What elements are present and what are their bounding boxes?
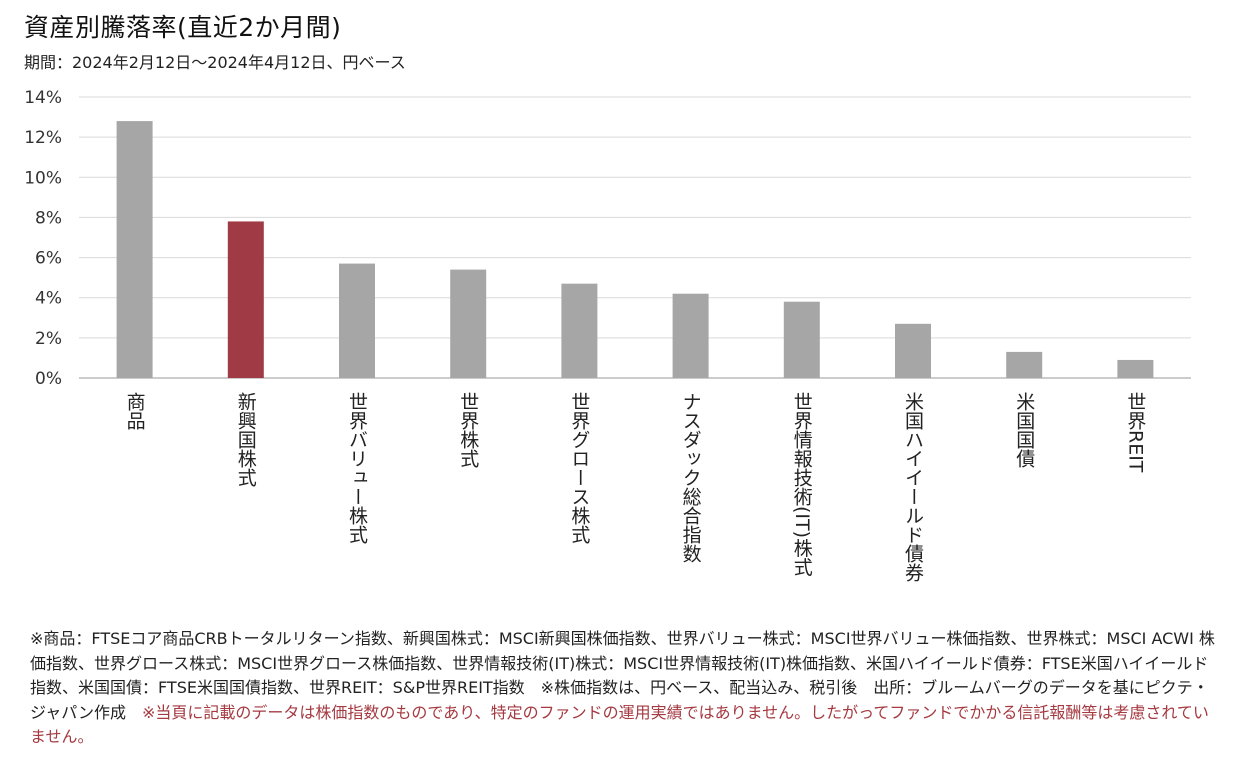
category-label: 米国ハイイールド債券 [902,392,924,582]
y-tick-label: 6% [35,249,62,269]
bar-chart: 0% 2% 4% 6% 8% 10% 12% 14% 商品 新興国株式 世界バリュー株式 世界株式 世界… [24,88,1191,582]
y-tick-label: 10% [24,168,62,188]
chart-subtitle: 期間：2024年2月12日～2024年4月12日、円ベース [24,53,406,72]
y-tick-label: 0% [35,369,62,389]
category-label: 新興国株式 [235,392,257,487]
category-label: 世界株式 [457,392,479,468]
category-label: 世界グロース株式 [568,392,590,544]
y-tick-label: 14% [24,88,62,108]
y-tick-label: 4% [35,289,62,309]
category-label: 米国国債 [1013,392,1035,468]
footnote-disclaimer: ※当頁に記載のデータは株価指数のものであり、特定のファンドの運用実績ではありませ… [30,702,1209,747]
bar [561,283,598,378]
bar [1117,359,1154,378]
y-tick-label: 8% [35,208,62,228]
bar [672,293,709,378]
y-tick-label: 12% [24,128,62,148]
bar [1006,351,1043,378]
y-tick-label: 2% [35,329,62,349]
footnote: ※商品：FTSEコア商品CRBトータルリターン指数、新興国株式：MSCI新興国株… [30,627,1220,750]
footnote-sources: ※商品：FTSEコア商品CRBトータルリターン指数、新興国株式：MSCI新興国株… [30,629,1215,722]
bar [339,263,375,378]
bar [116,121,153,378]
category-label: ナスダック総合指数 [680,392,702,563]
category-label: 世界バリュー株式 [346,392,368,544]
bar [227,221,264,378]
bar [783,301,820,378]
category-label: 世界REIT [1124,392,1146,473]
category-label: 商品 [124,392,146,430]
category-label: 世界情報技術(IT)株式 [791,392,813,576]
bar [450,269,487,378]
chart-title: 資産別騰落率(直近2か月間) [24,13,342,42]
bar [895,323,931,378]
